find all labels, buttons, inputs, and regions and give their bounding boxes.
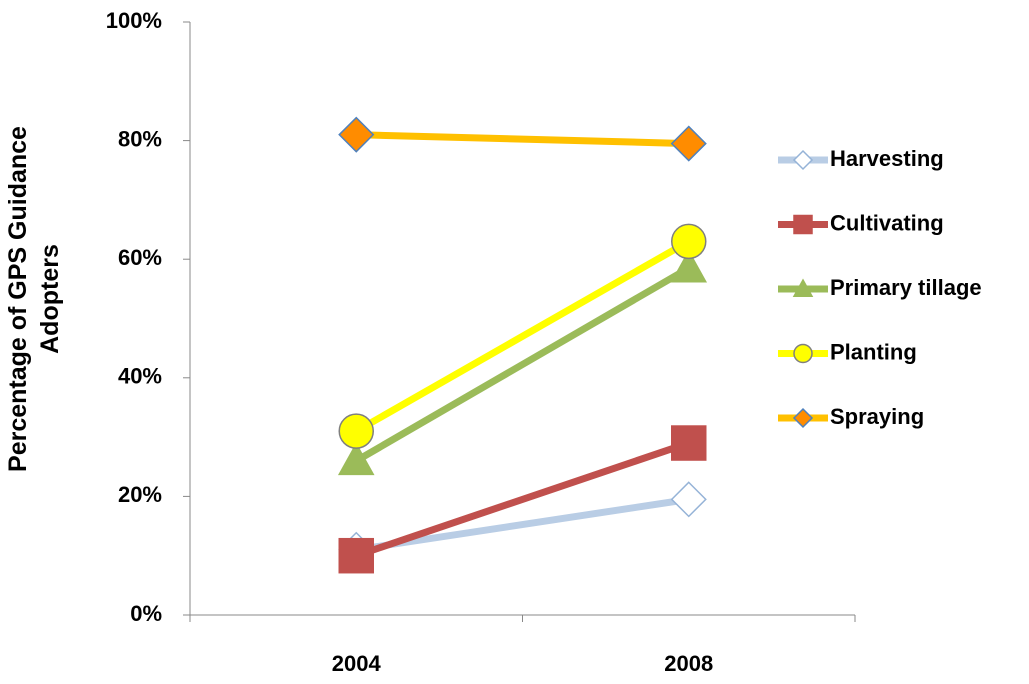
marker: [793, 343, 813, 364]
x-tick-label: 2004: [332, 651, 382, 676]
marker: [792, 149, 814, 171]
series-line: [354, 238, 691, 435]
series-line: [356, 131, 689, 148]
y-tick-label: 60%: [118, 245, 162, 270]
series-line: [354, 265, 691, 464]
marker: [338, 116, 375, 153]
marker: [338, 413, 374, 449]
marker: [793, 214, 813, 235]
marker: [337, 442, 375, 476]
marker: [671, 223, 707, 260]
y-tick-label: 0%: [130, 601, 162, 626]
legend-label: Primary tillage: [830, 275, 982, 300]
marker: [792, 407, 814, 429]
marker: [670, 481, 707, 518]
marker: [792, 278, 814, 297]
series-line: [355, 439, 690, 560]
y-tick-label: 100%: [106, 8, 162, 33]
marker: [671, 425, 707, 461]
series-line: [355, 495, 690, 554]
legend-label: Planting: [830, 339, 917, 364]
marker: [670, 249, 708, 283]
y-axis-title: Percentage of GPS Guidance Adopters: [4, 126, 64, 472]
legend-label: Spraying: [830, 404, 924, 429]
marker: [670, 125, 707, 162]
marker: [338, 537, 374, 574]
x-tick-label: 2008: [664, 651, 713, 676]
legend-label: Harvesting: [830, 146, 944, 171]
y-tick-label: 20%: [118, 482, 162, 507]
y-tick-label: 40%: [118, 364, 162, 389]
legend-label: Cultivating: [830, 210, 944, 235]
y-tick-label: 80%: [118, 126, 162, 151]
